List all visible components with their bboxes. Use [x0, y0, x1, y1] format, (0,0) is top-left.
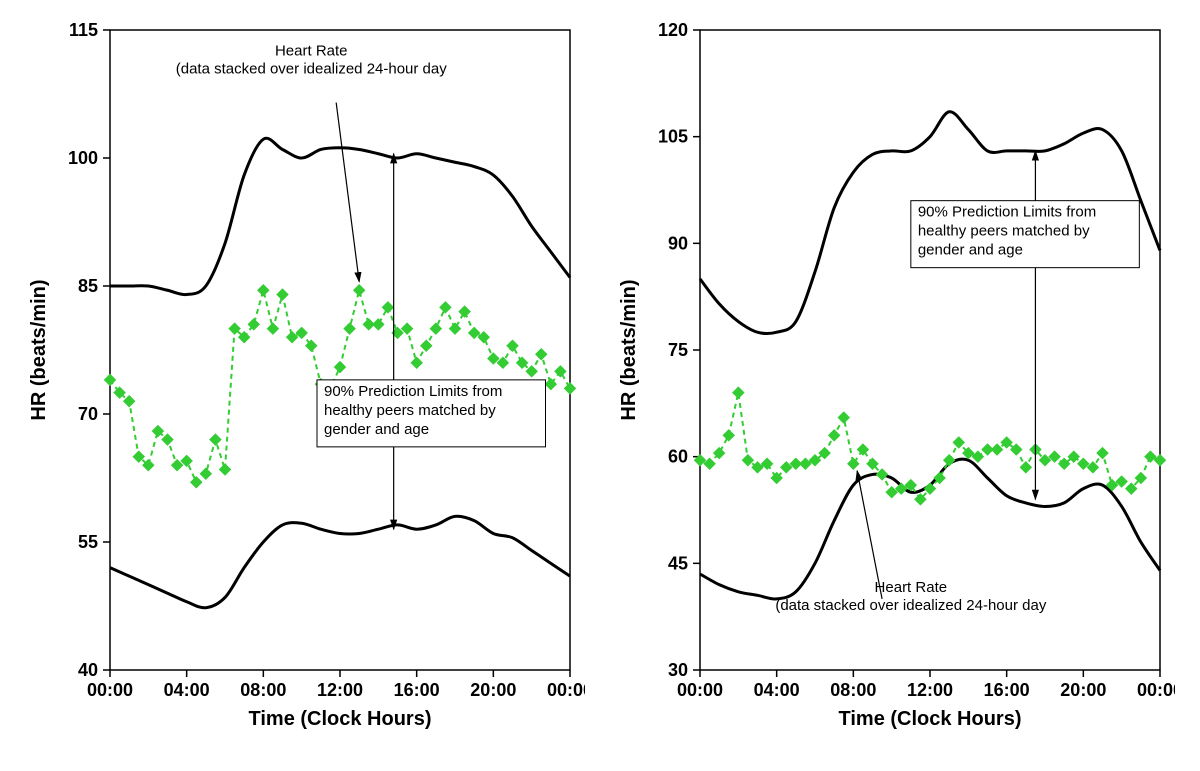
data-marker — [190, 476, 202, 488]
y-tick-label: 30 — [668, 660, 688, 680]
data-marker — [828, 429, 840, 441]
x-tick-label: 12:00 — [317, 680, 363, 700]
y-tick-label: 115 — [69, 20, 98, 40]
data-marker — [732, 387, 744, 399]
data-marker — [953, 436, 965, 448]
data-marker — [459, 306, 471, 318]
y-tick-label: 85 — [78, 276, 98, 296]
data-marker — [439, 301, 451, 313]
x-tick-label: 00:00 — [677, 680, 723, 700]
x-axis-label: Time (Clock Hours) — [839, 708, 1022, 730]
plot-border — [700, 30, 1160, 670]
data-marker — [162, 434, 174, 446]
data-marker — [1020, 461, 1032, 473]
x-tick-label: 04:00 — [754, 680, 800, 700]
figure-wrap: 40 55 70 85 100 115 HR (beats/min) 00:00 04:00 08… — [0, 0, 1200, 765]
data-marker — [449, 323, 461, 335]
x-tick-label: 08:00 — [240, 680, 286, 700]
y-tick-label: 75 — [668, 340, 688, 360]
annotation-text: (data stacked over idealized 24-hour day — [176, 61, 447, 78]
annotation-text: gender and age — [918, 242, 1023, 259]
data-marker — [267, 323, 279, 335]
y-tick-label: 120 — [658, 20, 688, 40]
data-marker — [382, 301, 394, 313]
data-marker — [535, 348, 547, 360]
heart-rate-annotation: Heart Rate(data stacked over idealized 2… — [176, 43, 447, 282]
annotation-text: Heart Rate — [875, 579, 948, 596]
x-tick-label: 00:00 — [87, 680, 133, 700]
y-tick-label: 70 — [78, 404, 98, 424]
data-marker — [257, 284, 269, 296]
lower-bound-line — [110, 516, 570, 608]
x-tick-label: 04:00 — [164, 680, 210, 700]
data-marker — [554, 365, 566, 377]
y-tick-label: 55 — [78, 532, 98, 552]
x-tick-label: 16:00 — [984, 680, 1030, 700]
annotation-text: 90% Prediction Limits from — [324, 383, 502, 400]
data-marker — [847, 458, 859, 470]
data-marker — [420, 340, 432, 352]
y-tick-label: 90 — [668, 233, 688, 253]
y-tick-label: 40 — [78, 660, 98, 680]
x-tick-label: 00:00 — [547, 680, 585, 700]
panel-right: 30 45 60 75 90 105 120 HR (beats/min) 00:00 04:00… — [615, 10, 1175, 755]
x-tick-label: 08:00 — [830, 680, 876, 700]
prediction-limits-annotation: 90% Prediction Limits from healthy peers … — [911, 151, 1140, 499]
data-marker — [507, 340, 519, 352]
x-tick-label: 20:00 — [1060, 680, 1106, 700]
data-marker — [943, 454, 955, 466]
data-marker — [353, 284, 365, 296]
y-tick-label: 60 — [668, 447, 688, 467]
plot-border — [110, 30, 570, 670]
data-marker — [430, 323, 442, 335]
chart-right-svg: 30 45 60 75 90 105 120 HR (beats/min) 00:00 04:00… — [615, 10, 1175, 750]
data-marker — [411, 357, 423, 369]
data-marker — [209, 434, 221, 446]
annotation-text: 90% Prediction Limits from — [918, 204, 1096, 221]
data-marker — [334, 361, 346, 373]
data-marker — [857, 444, 869, 456]
upper-bound-line — [110, 138, 570, 294]
annotation-text: (data stacked over idealized 24-hour day — [775, 597, 1046, 614]
annotation-text: Heart Rate — [275, 43, 348, 60]
panel-left: 40 55 70 85 100 115 HR (beats/min) 00:00 04:00 08… — [25, 10, 585, 755]
annotation-arrow — [857, 471, 882, 599]
chart-left-svg: 40 55 70 85 100 115 HR (beats/min) 00:00 04:00 08… — [25, 10, 585, 750]
data-marker — [277, 289, 289, 301]
y-axis-label: HR (beats/min) — [618, 279, 640, 420]
y-tick-label: 105 — [658, 127, 688, 147]
annotation-text: healthy peers matched by — [324, 402, 496, 419]
y-tick-label: 100 — [68, 148, 98, 168]
x-tick-label: 12:00 — [907, 680, 953, 700]
y-axis-label: HR (beats/min) — [28, 279, 50, 420]
data-marker — [219, 463, 231, 475]
data-marker — [200, 468, 212, 480]
annotation-text: gender and age — [324, 421, 429, 438]
data-marker — [104, 374, 116, 386]
x-tick-label: 00:00 — [1137, 680, 1175, 700]
y-tick-label: 45 — [668, 553, 688, 573]
data-marker — [723, 429, 735, 441]
x-tick-label: 16:00 — [394, 680, 440, 700]
annotation-arrow — [336, 103, 359, 282]
data-marker — [838, 412, 850, 424]
data-marker — [372, 318, 384, 330]
annotation-text: healthy peers matched by — [918, 223, 1090, 240]
data-marker — [344, 323, 356, 335]
data-marker — [564, 382, 576, 394]
data-marker — [1097, 447, 1109, 459]
x-tick-label: 20:00 — [470, 680, 516, 700]
x-axis-label: Time (Clock Hours) — [249, 708, 432, 730]
